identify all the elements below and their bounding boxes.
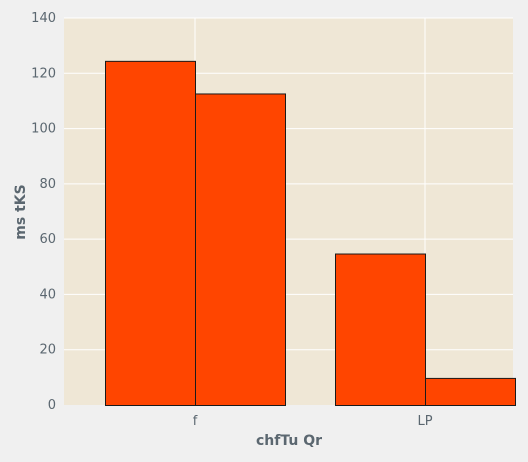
bar-f-series-2 bbox=[195, 93, 286, 406]
x-tick-label-0: f bbox=[193, 414, 198, 429]
x-tick-labels: f LP bbox=[193, 414, 433, 429]
x-tick-label-1: LP bbox=[417, 414, 432, 429]
y-tick-label-7: 140 bbox=[31, 11, 56, 26]
bars bbox=[105, 60, 516, 407]
bar-f-series-1 bbox=[105, 60, 196, 406]
y-tick-label-4: 80 bbox=[39, 177, 56, 192]
y-tick-label-5: 100 bbox=[31, 122, 56, 137]
bar-LP-series-1 bbox=[335, 253, 426, 406]
bar-LP-series-2 bbox=[425, 377, 516, 407]
y-axis-label: ms tKS bbox=[13, 184, 29, 239]
x-axis-label: chfTu Qr bbox=[256, 433, 322, 449]
y-tick-labels: 0 20 40 60 80 100 120 140 bbox=[31, 11, 56, 413]
y-tick-label-0: 0 bbox=[48, 398, 56, 413]
y-tick-label-2: 40 bbox=[39, 287, 56, 302]
y-tick-label-1: 20 bbox=[39, 343, 56, 358]
y-tick-label-6: 120 bbox=[31, 66, 56, 81]
y-tick-label-3: 60 bbox=[39, 232, 56, 247]
